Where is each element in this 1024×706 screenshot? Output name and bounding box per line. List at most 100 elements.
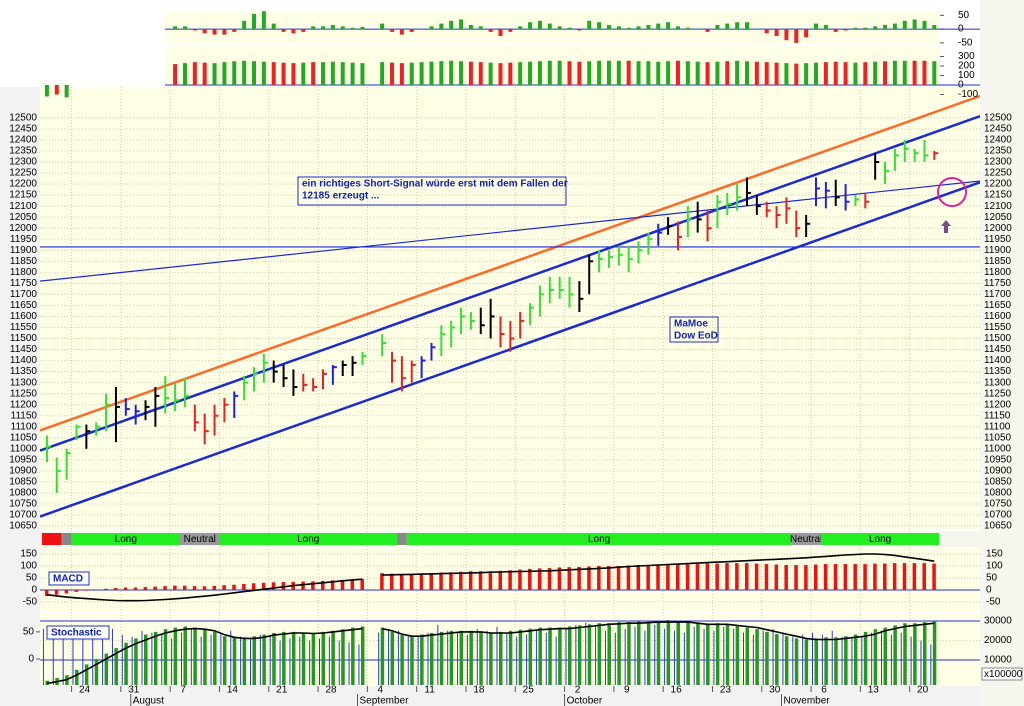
stochastic-bar	[932, 621, 937, 685]
y-tick-label: 11050	[10, 432, 38, 443]
y-tick-label: 12350	[984, 146, 1012, 157]
oscillator-bar	[330, 61, 335, 86]
stochastic-bar	[380, 627, 385, 685]
oscillator-bar	[429, 61, 434, 86]
stochastic-bar	[853, 634, 858, 685]
stochastic-bar	[321, 631, 326, 685]
macd-bar	[843, 564, 848, 590]
status-label: Long	[297, 534, 319, 545]
macd-bar	[557, 567, 562, 590]
macd-bar	[498, 570, 502, 590]
y-tick-label: 10950	[984, 454, 1012, 465]
x-tick-label: 18	[473, 685, 485, 696]
x-tick-label: 31	[128, 685, 140, 696]
oscillator-bar	[390, 29, 395, 32]
status-segment	[61, 533, 72, 545]
macd-bar	[242, 583, 246, 590]
y-tick-label: 11600	[984, 311, 1012, 322]
y-tick-label: 11400	[10, 355, 38, 366]
oscillator-bar	[547, 23, 552, 30]
macd-bar	[814, 564, 818, 590]
y2-tick-label: 30000	[984, 616, 1012, 627]
oscillator-bar	[281, 29, 286, 32]
y-tick-label: 11450	[984, 344, 1012, 355]
stochastic-bar	[232, 637, 237, 685]
macd-bar	[764, 564, 769, 590]
y-tick-label: 12350	[9, 146, 37, 157]
stochastic-bar	[696, 623, 700, 685]
y-tick-label: -50	[23, 597, 38, 608]
macd-bar	[735, 563, 739, 590]
oscillator-bar	[873, 61, 878, 86]
stochastic-bar	[213, 631, 217, 685]
oscillator-bar	[814, 62, 819, 86]
oscillator-bar	[823, 62, 828, 86]
oscillator-bar	[892, 23, 897, 30]
stochastic-bar	[617, 622, 621, 685]
x-tick-label: 20	[917, 685, 929, 696]
month-label: August	[133, 696, 164, 706]
oscillator-bar	[646, 61, 651, 86]
unit-label: x100000	[984, 669, 1023, 680]
oscillator-bar	[557, 26, 562, 30]
stochastic-bar	[360, 626, 365, 685]
y-tick-label: 12100	[984, 201, 1012, 212]
status-segment	[180, 533, 220, 545]
oscillator-bar	[54, 85, 59, 95]
x-tick-label: 7	[180, 685, 186, 696]
oscillator-bar	[843, 62, 848, 86]
oscillator-bar	[488, 29, 493, 32]
stochastic-bar	[558, 627, 562, 685]
oscillator-bar	[666, 61, 671, 86]
macd-bar	[74, 589, 79, 592]
stochastic-bar	[528, 628, 533, 685]
stochastic-bar	[262, 634, 266, 685]
macd-bar	[419, 573, 424, 590]
oscillator-bar	[587, 20, 592, 30]
oscillator-bar	[636, 61, 641, 86]
y-tick-label: 12450	[984, 124, 1012, 135]
y-tick-label: 11350	[984, 366, 1012, 377]
y-tick-label: 12300	[984, 157, 1012, 168]
macd-bar	[754, 563, 759, 590]
y-tick-label: 10700	[9, 510, 37, 521]
oscillator-bar	[567, 61, 572, 86]
macd-bar	[261, 582, 266, 590]
oscillator-bar	[459, 19, 464, 30]
stochastic-bar	[637, 621, 641, 685]
oscillator-bar	[636, 26, 641, 30]
stochastic-bar	[804, 639, 809, 685]
oscillator-bar	[685, 27, 690, 30]
y-tick-label: 11300	[984, 377, 1012, 388]
y-tick-label: 10650	[9, 521, 37, 532]
oscillator-bar	[892, 60, 897, 86]
stochastic-bar	[291, 631, 296, 685]
oscillator-bar	[784, 29, 789, 41]
stochastic-bar	[548, 627, 552, 685]
oscillator-bar	[321, 62, 326, 86]
y-tick-label: 11650	[984, 300, 1012, 311]
stochastic-bar	[134, 638, 138, 685]
oscillator-bar	[863, 27, 868, 30]
macd-bar	[251, 583, 256, 590]
macd-bar	[528, 568, 532, 590]
macd-bar	[705, 563, 710, 590]
oscillator-bar	[419, 62, 424, 86]
oscillator-bar	[449, 60, 454, 86]
y-tick-label: 150	[20, 549, 37, 560]
oscillator-bar	[251, 61, 256, 86]
x-tick-label: 4	[378, 685, 384, 696]
y-tick-label: 50	[23, 627, 35, 638]
status-segment	[219, 533, 397, 545]
status-segment	[42, 533, 62, 545]
y-tick-label: 0	[31, 585, 37, 596]
oscillator-bar	[685, 61, 690, 86]
stochastic-bar	[410, 636, 414, 685]
y-tick-label: 11900	[984, 245, 1012, 256]
y-tick-label: 11750	[984, 278, 1012, 289]
oscillator-bar	[567, 27, 572, 30]
oscillator-bar	[537, 61, 542, 86]
oscillator-bar	[64, 85, 69, 98]
y-tick-label: 11850	[10, 256, 38, 267]
y-tick-label: 150	[986, 549, 1003, 560]
